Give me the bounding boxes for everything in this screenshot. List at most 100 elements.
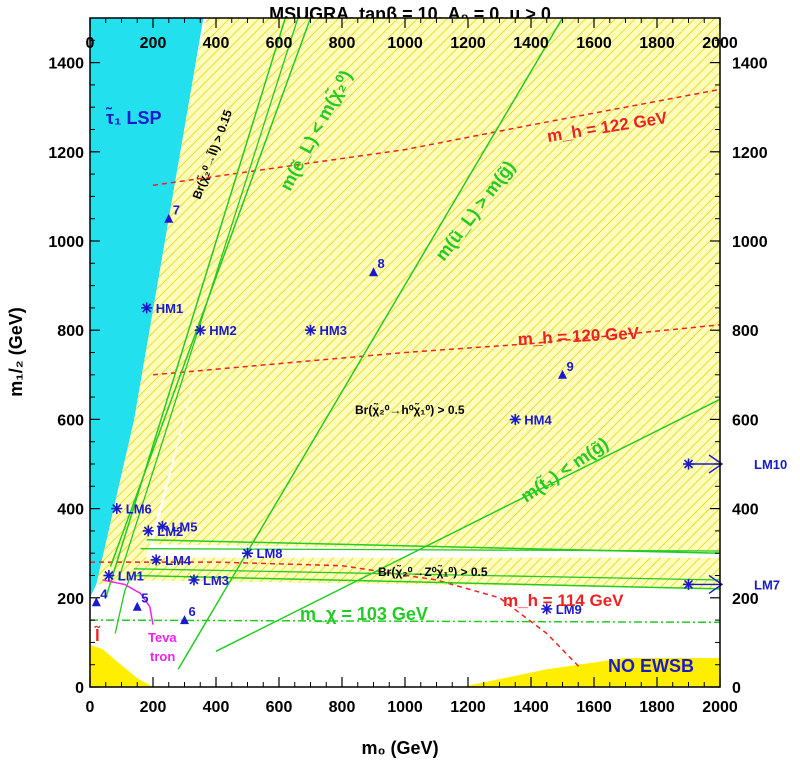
regions-layer xyxy=(90,18,720,687)
x-tick-label-bottom-6: 1200 xyxy=(450,699,486,716)
y-tick-label-left-1: 200 xyxy=(57,591,84,608)
teva-label-2: tron xyxy=(150,649,175,664)
benchmark-lm3-marker-d2 xyxy=(189,575,199,585)
no-ewsb-label: NO EWSB xyxy=(608,656,694,676)
br-z-label: Br(χ̃₂⁰→Z⁰χ̃₁⁰) > 0.5 xyxy=(378,564,488,579)
benchmark-4-marker xyxy=(91,597,101,607)
benchmark-lm2-marker-d2 xyxy=(143,526,153,536)
y-tick-label-right-5: 1000 xyxy=(732,234,768,251)
benchmark-8-label: 8 xyxy=(378,256,385,271)
benchmark-hm1-marker-d2 xyxy=(142,303,152,313)
hatched-region-upper xyxy=(96,18,292,585)
teva-label-1: Teva xyxy=(148,630,177,645)
y-tick-label-left-6: 1200 xyxy=(48,145,84,162)
benchmark-lm4-label: LM4 xyxy=(165,553,192,568)
x-tick-label-top-6: 1200 xyxy=(450,35,486,52)
benchmark-lm1-marker-d2 xyxy=(104,570,114,581)
x-tick-label-top-2: 400 xyxy=(203,35,230,52)
contour-line-extra-3 xyxy=(114,575,132,634)
benchmark-5-marker xyxy=(132,601,142,611)
x-tick-label-bottom-1: 200 xyxy=(140,699,167,716)
x-tick-label-top-10: 2000 xyxy=(702,35,738,52)
benchmark-lm8-label: LM8 xyxy=(257,546,283,561)
contour-line-extra-2 xyxy=(134,568,720,581)
x-tick-label-top-3: 600 xyxy=(266,35,293,52)
benchmark-9-marker xyxy=(558,369,567,379)
x-tick-label-top-4: 800 xyxy=(329,35,356,52)
lsp-region xyxy=(90,18,204,687)
hatched-region-right xyxy=(153,18,720,554)
contour-line-extra-0 xyxy=(117,18,299,581)
benchmark-lm1-label: LM1 xyxy=(118,569,144,584)
benchmark-lm10-arrow-head xyxy=(708,454,724,474)
benchmark-lm8-marker-d2 xyxy=(242,548,253,558)
benchmark-9-label: 9 xyxy=(567,359,574,374)
y-tick-label-left-2: 400 xyxy=(57,502,84,519)
y-axis-label: m₁/₂ (GeV) xyxy=(6,307,26,396)
br-h-label: Br(χ̃₂⁰→h⁰χ̃₁⁰) > 0.5 xyxy=(355,402,465,417)
benchmark-hm4-marker-d2 xyxy=(510,414,520,424)
x-tick-label-bottom-2: 400 xyxy=(203,699,230,716)
benchmark-hm4-label: HM4 xyxy=(524,412,552,427)
x-tick-label-top-8: 1600 xyxy=(576,35,612,52)
benchmark-lm5-label: LM5 xyxy=(171,519,197,534)
benchmark-5-label: 5 xyxy=(141,591,148,606)
benchmark-lm10-label: LM10 xyxy=(754,457,787,472)
x-tick-label-top-1: 200 xyxy=(140,35,167,52)
y-tick-label-right-6: 1200 xyxy=(732,145,768,162)
benchmark-hm3-label: HM3 xyxy=(320,323,347,338)
y-tick-label-right-4: 800 xyxy=(732,323,759,340)
y-tick-label-right-3: 600 xyxy=(732,412,759,429)
x-tick-label-bottom-3: 600 xyxy=(266,699,293,716)
x-tick-label-top-0: 0 xyxy=(86,35,95,52)
benchmark-lm3-label: LM3 xyxy=(203,573,229,588)
benchmark-hm3-marker-d2 xyxy=(305,325,316,335)
lsp-region-label: τ̃₁ LSP xyxy=(105,106,161,128)
x-tick-label-bottom-5: 1000 xyxy=(387,699,423,716)
benchmark-lm6-label: LM6 xyxy=(126,502,152,517)
ewsb-region-left xyxy=(90,644,153,687)
x-axis-label: m₀ (GeV) xyxy=(361,738,438,758)
benchmark-6-label: 6 xyxy=(189,604,196,619)
y-tick-label-left-5: 1000 xyxy=(48,234,84,251)
benchmark-lm9-label: LM9 xyxy=(556,602,582,617)
benchmark-hm2-marker-d2 xyxy=(195,325,205,335)
x-tick-label-bottom-8: 1600 xyxy=(576,699,612,716)
x-tick-label-top-7: 1400 xyxy=(513,35,549,52)
y-tick-label-right-0: 0 xyxy=(732,680,741,697)
x-tick-label-top-9: 1800 xyxy=(639,35,675,52)
x-tick-label-bottom-7: 1400 xyxy=(513,699,549,716)
y-tick-label-left-4: 800 xyxy=(57,323,84,340)
benchmark-lm7-label: LM7 xyxy=(754,577,780,592)
y-tick-label-right-7: 1400 xyxy=(732,56,768,73)
contour-line-5 xyxy=(177,18,564,670)
benchmark-6-marker xyxy=(180,615,189,625)
contours-layer xyxy=(90,18,720,670)
y-tick-label-left-7: 1400 xyxy=(48,56,84,73)
contour-line-2 xyxy=(90,561,582,670)
benchmark-4-label: 4 xyxy=(100,586,108,601)
contour-line-7 xyxy=(105,18,287,599)
benchmark-lm5-marker-d2 xyxy=(157,521,168,532)
contour-line-9 xyxy=(134,574,720,590)
benchmark-lm7-arrow-head xyxy=(708,574,724,594)
x-tick-label-bottom-10: 2000 xyxy=(702,699,738,716)
hatched-band-low xyxy=(121,557,720,589)
benchmark-lm9-marker-d2 xyxy=(542,604,552,614)
benchmark-hm2-label: HM2 xyxy=(209,323,236,338)
ewsb-region-right xyxy=(461,658,720,687)
contour-line-1 xyxy=(152,324,720,376)
mh-114-label: m_h = 114 GeV xyxy=(503,591,624,610)
benchmark-7-label: 7 xyxy=(173,203,180,218)
benchmark-7-marker xyxy=(164,213,174,223)
slepton-label: l̃ xyxy=(94,625,101,645)
y-tick-label-left-0: 0 xyxy=(75,680,84,697)
x-tick-label-bottom-4: 800 xyxy=(329,699,356,716)
x-tick-label-top-5: 1000 xyxy=(387,35,423,52)
y-tick-label-left-3: 600 xyxy=(57,412,84,429)
contour-line-6 xyxy=(215,398,720,652)
axis-ticks: 0 0 200 200 400 400 600 600 800 800 1000 1000 1200 12… xyxy=(48,18,768,716)
contour-line-3 xyxy=(90,619,720,624)
